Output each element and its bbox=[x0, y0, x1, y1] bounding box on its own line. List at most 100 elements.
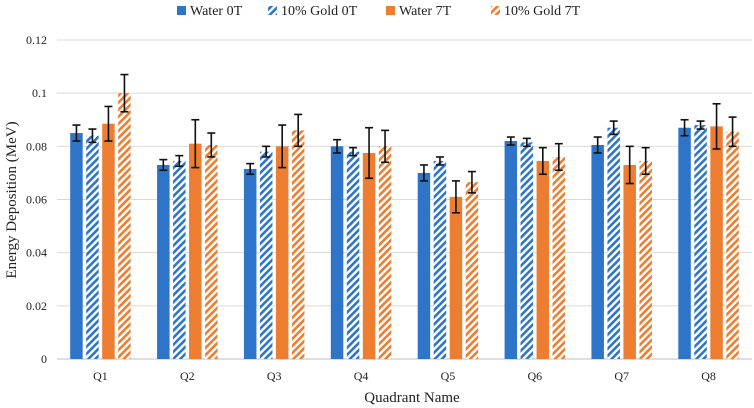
legend-label: 10% Gold 0T bbox=[281, 4, 358, 19]
legend-item: Water 0T bbox=[177, 4, 243, 19]
bars bbox=[70, 93, 739, 360]
bar-10-gold-0t-q1 bbox=[86, 135, 99, 359]
bar-water-7t-q7 bbox=[623, 164, 636, 359]
error-bar bbox=[728, 116, 737, 148]
legend-label: Water 7T bbox=[399, 4, 452, 19]
bar-water-7t-q4 bbox=[362, 152, 376, 359]
error-bar bbox=[72, 124, 81, 142]
error-bar bbox=[625, 145, 634, 185]
x-tick-labels: Q1 Q2 Q3 Q4 Q5 Q6 Q7 Q8 bbox=[93, 369, 716, 383]
x-tick-label: Q7 bbox=[614, 369, 629, 383]
y-tick-label: 0.04 bbox=[26, 246, 47, 260]
bar-water-0t-q1 bbox=[70, 133, 83, 359]
y-tick-label: 0 bbox=[41, 352, 47, 366]
bar-10-gold-0t-q7 bbox=[607, 127, 620, 359]
bar-10-gold-0t-q2 bbox=[173, 160, 186, 359]
error-bar bbox=[593, 136, 602, 154]
bar-water-7t-q6 bbox=[536, 160, 550, 359]
error-bar bbox=[712, 103, 721, 150]
error-bar bbox=[609, 120, 618, 136]
error-bar bbox=[467, 170, 476, 194]
bar-10-gold-0t-q5 bbox=[433, 160, 447, 359]
bar-water-0t-q6 bbox=[504, 141, 518, 359]
error-bar bbox=[554, 142, 563, 172]
bar-10-gold-7t-q7 bbox=[639, 160, 652, 359]
bar-water-0t-q3 bbox=[243, 168, 257, 359]
y-tick-label: 0.02 bbox=[26, 299, 47, 313]
legend-label: 10% Gold 7T bbox=[504, 4, 581, 19]
bar-water-7t-q1 bbox=[102, 123, 115, 359]
x-tick-label: Q3 bbox=[267, 369, 282, 383]
bar-water-7t-q3 bbox=[275, 146, 289, 359]
bar-10-gold-0t-q3 bbox=[259, 151, 273, 359]
x-tick-label: Q6 bbox=[527, 369, 542, 383]
bar-water-0t-q4 bbox=[330, 146, 344, 359]
bar-water-7t-q5 bbox=[449, 196, 463, 359]
bar-10-gold-7t-q6 bbox=[552, 156, 566, 359]
gridlines bbox=[57, 39, 752, 360]
error-bar bbox=[191, 118, 200, 169]
bar-10-gold-7t-q5 bbox=[465, 182, 479, 359]
bar-10-gold-7t-q2 bbox=[205, 145, 218, 359]
bar-10-gold-7t-q1 bbox=[118, 93, 131, 360]
y-axis-title: Energy Deposition (MeV) bbox=[4, 121, 20, 278]
error-bar bbox=[538, 146, 547, 176]
x-tick-label: Q8 bbox=[701, 369, 716, 383]
bar-water-0t-q8 bbox=[678, 127, 691, 359]
x-tick-label: Q2 bbox=[180, 369, 195, 383]
bar-10-gold-0t-q8 bbox=[694, 125, 707, 359]
bar-water-7t-q8 bbox=[710, 126, 723, 359]
error-bars bbox=[72, 73, 737, 214]
legend: Water 0T 10% Gold 0T Water 7T 10% Gold 7T bbox=[177, 4, 581, 19]
bar-water-7t-q2 bbox=[189, 143, 202, 359]
bar-water-0t-q2 bbox=[157, 164, 170, 359]
bar-10-gold-7t-q3 bbox=[291, 130, 305, 359]
x-tick-label: Q1 bbox=[93, 369, 108, 383]
legend-swatch bbox=[177, 6, 186, 15]
error-bar bbox=[349, 146, 358, 157]
error-bar bbox=[365, 126, 374, 180]
x-axis-title: Quadrant Name bbox=[364, 390, 460, 406]
error-bar bbox=[262, 145, 271, 158]
legend-item: 10% Gold 7T bbox=[491, 4, 581, 19]
bar-10-gold-7t-q8 bbox=[726, 131, 739, 359]
error-bar bbox=[506, 136, 515, 146]
y-tick-label: 0.08 bbox=[26, 139, 47, 153]
error-bar bbox=[246, 162, 255, 176]
y-tick-label: 0.12 bbox=[26, 33, 47, 47]
error-bar bbox=[120, 73, 129, 113]
error-bar bbox=[294, 113, 303, 148]
error-bar bbox=[522, 137, 531, 148]
error-bar bbox=[381, 129, 390, 164]
error-bar bbox=[641, 146, 650, 176]
legend-item: Water 7T bbox=[386, 4, 452, 19]
bar-10-gold-0t-q4 bbox=[346, 151, 360, 359]
legend-swatch bbox=[268, 6, 277, 15]
error-bar bbox=[680, 118, 689, 137]
error-bar bbox=[88, 128, 97, 144]
legend-swatch bbox=[491, 6, 500, 15]
x-tick-label: Q5 bbox=[441, 369, 456, 383]
error-bar bbox=[696, 120, 705, 130]
error-bar bbox=[419, 164, 428, 182]
error-bar bbox=[159, 158, 168, 172]
bar-10-gold-7t-q4 bbox=[378, 146, 392, 359]
error-bar bbox=[435, 156, 444, 166]
bar-water-0t-q7 bbox=[591, 145, 604, 359]
error-bar bbox=[333, 138, 342, 154]
bar-water-0t-q5 bbox=[417, 172, 431, 359]
error-bar bbox=[278, 124, 287, 169]
y-tick-label: 0.06 bbox=[26, 193, 47, 207]
error-bar bbox=[451, 180, 460, 214]
y-tick-label: 0.1 bbox=[32, 86, 47, 100]
legend-item: 10% Gold 0T bbox=[268, 4, 358, 19]
y-tick-labels: 0 0.02 0.04 0.06 0.08 0.1 0.12 bbox=[26, 33, 47, 366]
legend-label: Water 0T bbox=[190, 4, 243, 19]
error-bar bbox=[207, 132, 216, 158]
bar-10-gold-0t-q6 bbox=[520, 142, 534, 359]
error-bar bbox=[175, 154, 184, 168]
legend-swatch bbox=[386, 6, 395, 15]
x-tick-label: Q4 bbox=[354, 369, 369, 383]
error-bar bbox=[104, 105, 113, 142]
